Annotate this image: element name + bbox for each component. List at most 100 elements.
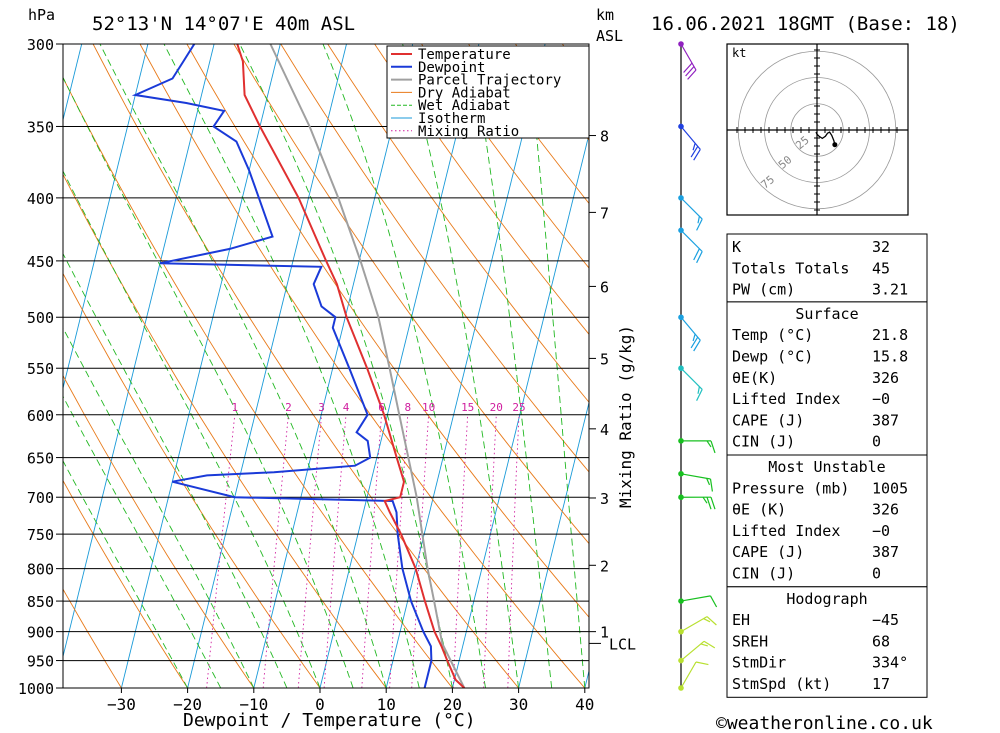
wind-barb-feather [685,66,695,77]
isobar-lines [63,44,589,688]
wind-barb-staff [680,661,697,689]
wind-barb-feather [700,643,708,647]
wind-barb-feather [706,616,717,626]
index-label: StmDir [732,654,786,672]
wind-barb-staff [680,316,701,341]
dry-adiabat-line [63,173,387,688]
height-tick-label: 7 [600,204,609,222]
height-unit-km: km [596,6,614,24]
wind-barb-feather [703,640,716,649]
index-label: θE (K) [732,501,786,519]
temperature-tick-label: −30 [107,695,136,714]
pressure-tick-label: 700 [27,489,54,507]
index-value: 326 [872,369,899,387]
dry-adiabat-line [63,479,188,688]
wind-barb-feather [710,497,716,510]
index-label: θE(K) [732,369,777,387]
index-value: −45 [872,611,899,629]
wet-adiabat-line [163,44,420,688]
index-value: 3.21 [872,281,908,299]
height-tick-label: 6 [600,278,609,296]
dry-adiabat-line [139,44,586,688]
pressure-tick-label: 750 [27,526,54,544]
index-value: 68 [872,632,890,650]
legend-label: Isotherm [418,111,485,127]
isotherm-line [63,44,215,659]
index-label: Totals Totals [732,259,849,277]
index-value: 0 [872,433,881,451]
wet-adiabat-line [239,44,453,688]
index-label: Dewp (°C) [732,348,813,366]
isotherm-line [253,44,414,688]
index-label: K [732,238,741,256]
mixing-ratio-line [452,414,469,688]
index-value: 1005 [872,479,908,497]
wind-barb-staff [680,473,711,480]
pressure-tick-label: 650 [27,450,54,468]
pressure-tick-label: 300 [27,36,54,54]
plot-area [63,44,589,688]
index-value: −0 [872,390,890,408]
isotherm-line [63,44,149,390]
temperature-tick-label: 0 [315,695,325,714]
wind-barb-feather [687,69,697,80]
mixing-ratio-axis-label: Mixing Ratio (g/kg) [616,325,635,508]
legend-label: Dry Adiabat [418,85,511,101]
index-label: CAPE (J) [732,411,804,429]
mixing-ratio-label: 1 [231,401,238,414]
dry-adiabat-line [233,44,589,545]
legend-label: Mixing Ratio [418,124,519,140]
pressure-tick-label: 400 [27,190,54,208]
wind-barb-feather [702,496,708,504]
temperature-axis: −30 −20 −10 0 10 20 30 40 [107,688,594,714]
isotherm-line [518,400,589,688]
parcel-trajectory-line [269,44,466,688]
mixing-ratio-label: 6 [378,401,385,414]
index-value: 326 [872,501,899,519]
wind-barb-feather [706,478,711,486]
index-value: 15.8 [872,348,908,366]
mixing-ratio-label: 8 [404,401,411,414]
pressure-axis: 300 350 400 450 500 550 600 650 700 750 800 850 900 9… [18,36,63,698]
index-value: 32 [872,238,890,256]
wind-barb-feather [693,339,701,352]
mixing-ratio-line [297,414,323,688]
index-value: 17 [872,675,890,693]
height-tick-label: 2 [600,557,609,575]
index-label: Lifted Index [732,390,840,408]
temperature-tick-label: 10 [377,695,396,714]
index-table [726,233,928,303]
height-tick-label: 1 [600,624,609,642]
wind-barb-feather [692,143,696,151]
mixing-ratio-line [206,414,236,688]
index-section-title: Surface [795,305,858,323]
forecast-datetime: 16.06.2021 18GMT (Base: 18) [651,13,960,35]
dewpoint-line [131,44,433,688]
wind-barb-feather [696,251,703,264]
index-table [726,301,928,456]
wind-barb-staff [680,595,711,602]
index-label: StmSpd (kt) [732,675,831,693]
wind-barb-feather [703,618,711,623]
wind-barb-feather [693,149,701,161]
x-axis-label: Dewpoint / Temperature (°C) [183,710,476,731]
mixing-ratio-labels: 1 2 3 4 6 8 10 15 20 25 [231,401,525,414]
pressure-tick-label: 950 [27,653,54,671]
mixing-ratio-lines [206,414,520,688]
wind-barb-feather [710,440,716,454]
pressure-tick-label: 500 [27,309,54,327]
wind-barb-staff [680,197,703,220]
index-value: 387 [872,543,899,561]
dry-adiabat-line [63,588,122,688]
isotherm-line [120,44,281,688]
station-location: 52°13'N 14°07'E 40m ASL [92,13,355,35]
wet-adiabat-line [527,44,586,688]
index-label: PW (cm) [732,281,795,299]
mixing-ratio-line [361,414,383,688]
index-table [726,454,928,588]
dry-adiabat-line [327,44,589,403]
height-unit-asl: ASL [596,27,623,45]
